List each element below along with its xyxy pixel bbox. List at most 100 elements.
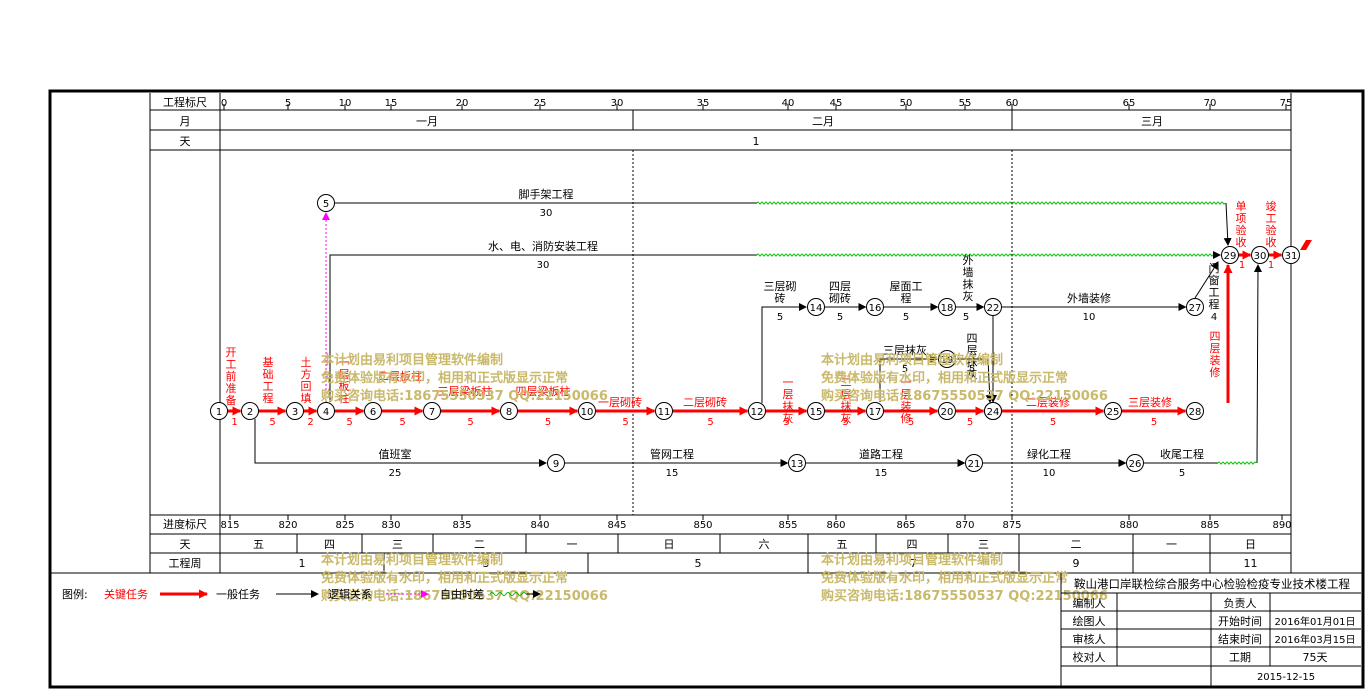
task-duration: 5: [967, 417, 973, 428]
time-grid: [50, 93, 1363, 574]
task-name: 程: [901, 292, 912, 305]
task-arrow: [254, 419, 547, 467]
scale-tick-label: 15: [385, 98, 398, 109]
event-node-label: 22: [987, 303, 1000, 314]
task-name-char: 抹: [841, 400, 852, 413]
checker-label: 校对人: [1073, 650, 1106, 664]
task-name-char: 单: [1236, 200, 1247, 213]
watermark-line: 本计划由易利项目管理软件编制: [321, 352, 503, 368]
event-node-label: 16: [869, 303, 882, 314]
event-node: [866, 298, 884, 316]
task-duration: 5: [777, 312, 783, 323]
task-name: 收尾工程: [1160, 447, 1204, 461]
task-duration: 10: [1083, 312, 1096, 323]
task-name-char: 窗: [1209, 273, 1220, 287]
task-name-char: 装: [901, 400, 912, 413]
watermark-line: 本计划由易利项目管理软件编制: [821, 552, 1003, 568]
task-name-char: 前: [226, 369, 237, 383]
task-duration: 5: [269, 417, 275, 428]
week-cell: 11: [1244, 557, 1258, 570]
task-name: 一层砌砖: [598, 395, 642, 409]
task-name-char: 工: [263, 380, 274, 393]
outer-frame: [48, 89, 1365, 689]
event-node: [1126, 454, 1144, 472]
legend-title: 图例:: [62, 587, 88, 601]
task-name-char: 项: [1236, 212, 1247, 225]
event-node-label: 1: [216, 407, 222, 418]
task-duration: 5: [969, 364, 975, 375]
task-name-char: 工: [1266, 212, 1277, 225]
week-cells: 1 3 5 7 9 11: [299, 553, 1258, 573]
event-node: [1251, 246, 1269, 264]
editor-label: 编制人: [1073, 596, 1106, 610]
scale-ticks: 0 5 10 15 20 25 30 35 40 45 50 55 60 65 70 75: [221, 98, 1292, 110]
event-node-label: 28: [1189, 407, 1202, 418]
task-duration: 1: [1268, 260, 1274, 271]
event-node-label: 2: [247, 407, 253, 418]
event-node: [938, 350, 956, 368]
event-node-label: 24: [987, 407, 1000, 418]
task-name-char: 灰: [783, 411, 794, 425]
task-name-char: 抹: [963, 278, 974, 291]
watermark-line: 购买咨询电话:18675550537 QQ:22150066: [821, 388, 1108, 404]
task-duration: 5: [903, 312, 909, 323]
task-name: 三层梁板柱: [438, 384, 493, 398]
weekday-cell: 四: [324, 538, 335, 551]
title-block-text: 鞍山港口岸联检综合服务中心检验检疫专业技术楼工程 编制人 负责人 绘图人 开始时…: [1073, 577, 1356, 683]
progress-tick-label: 890: [1272, 520, 1291, 531]
watermark-line: 本计划由易利项目管理软件编制: [321, 552, 503, 568]
task-name-char: 抹: [783, 400, 794, 413]
task-name-char: 程: [1209, 298, 1220, 311]
task-arrow: [956, 358, 994, 403]
progress-tick-label: 865: [896, 520, 915, 531]
task-duration: 30: [540, 208, 553, 219]
progress-tick-label: 880: [1119, 520, 1138, 531]
event-node-label: 25: [1107, 407, 1120, 418]
task-name-char: 工: [1209, 286, 1220, 299]
task-name: 四层梁板柱: [516, 384, 571, 398]
task-arrows: [227, 201, 1283, 467]
event-node: [807, 298, 825, 316]
task-name-char: 层: [841, 388, 852, 401]
event-node-label: 31: [1285, 251, 1298, 262]
task-name: 外墙装修: [1067, 291, 1111, 305]
legend-normal-label: 一般任务: [216, 588, 260, 601]
month-jan: 一月: [416, 115, 438, 128]
event-node: [748, 402, 766, 420]
day-label: 天: [180, 135, 191, 148]
event-node: [241, 402, 259, 420]
project-title: 鞍山港口岸联检综合服务中心检验检疫专业技术楼工程: [1074, 577, 1350, 591]
event-node-label: 4: [323, 407, 329, 418]
task-name-char: 二: [841, 376, 852, 389]
week-cell: 9: [1073, 557, 1080, 570]
task-name-char: 修: [901, 411, 912, 425]
weekday-cell: 五: [253, 538, 264, 551]
event-node: [1221, 246, 1239, 264]
event-node-label: 27: [1189, 303, 1202, 314]
task-name-char: 层: [967, 344, 978, 357]
watermark-line: 免费体验版有水印，相用和正式版显示正常: [821, 370, 1068, 386]
task-arrow: [879, 355, 938, 402]
progress-tick-label: 885: [1200, 520, 1219, 531]
issue-date: 2015-12-15: [1257, 672, 1315, 683]
task-name: 道路工程: [859, 447, 903, 461]
weekday-cell: 二: [1071, 538, 1082, 551]
task-duration: 2: [307, 417, 313, 428]
end-label: 结束时间: [1218, 633, 1262, 646]
event-node: [286, 402, 304, 420]
week-cell: 1: [299, 557, 306, 570]
progress-tick-label: 870: [955, 520, 974, 531]
task-arrow: [329, 254, 757, 402]
weekday-cell: 四: [907, 538, 918, 551]
weekday-cell: 三: [978, 538, 989, 551]
task-duration: 5: [963, 312, 969, 323]
duration-value: 75天: [1303, 651, 1328, 664]
task-duration: 5: [346, 417, 352, 428]
task-name-char: 层: [1210, 342, 1221, 355]
